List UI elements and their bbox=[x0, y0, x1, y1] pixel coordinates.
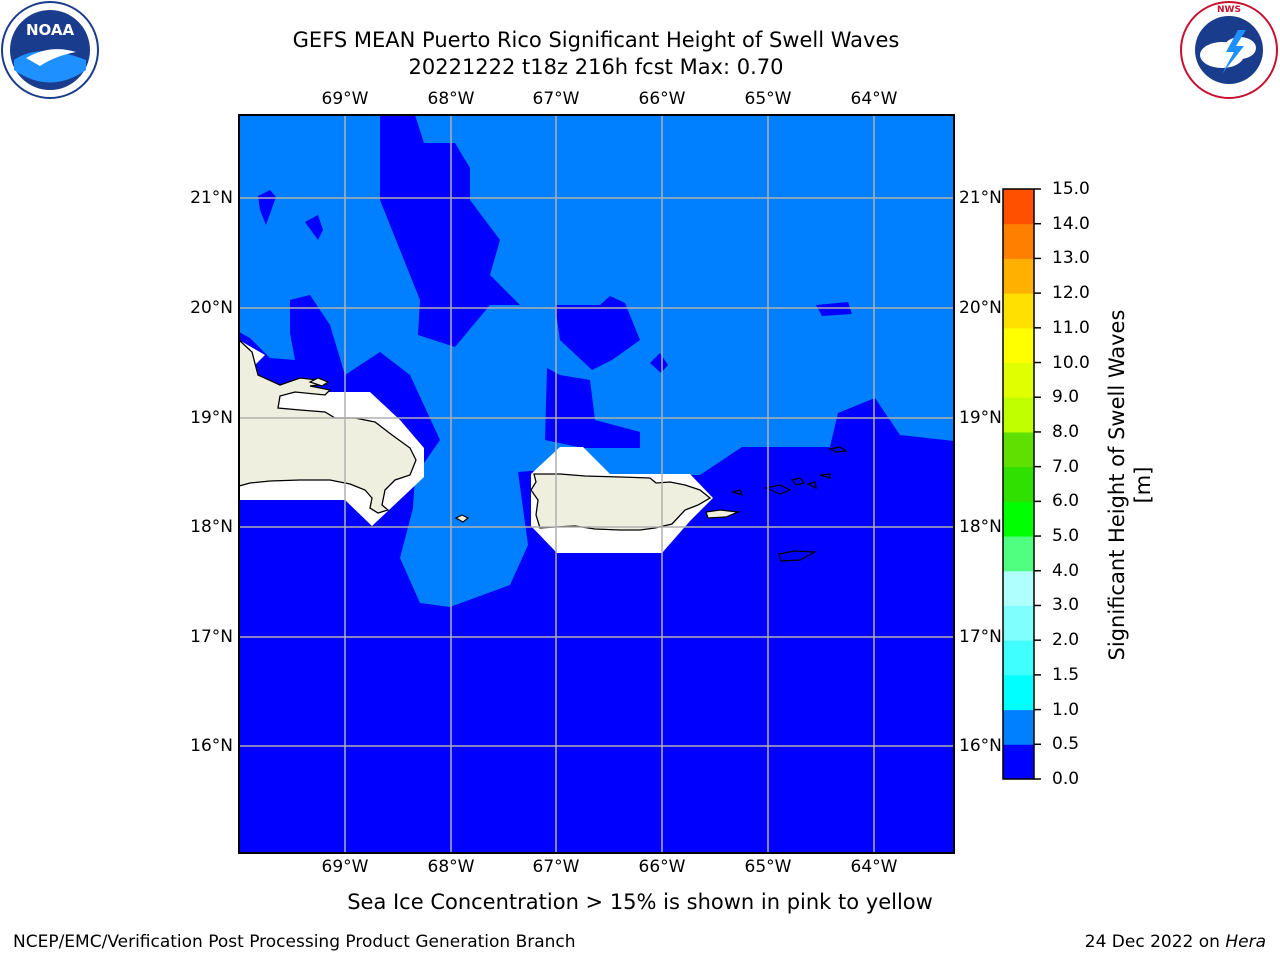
colorbar-tick-label: 4.0 bbox=[1052, 560, 1080, 581]
colorbar-tick-label: 2.0 bbox=[1052, 630, 1080, 651]
colorbar-tick-label: 5.0 bbox=[1052, 526, 1080, 547]
colorbar-tick-label: 9.0 bbox=[1052, 387, 1080, 408]
island-outline bbox=[790, 477, 806, 486]
lon-label-bottom: 68°W bbox=[427, 857, 475, 877]
colorbar-band bbox=[1003, 744, 1034, 780]
puerto-rico-land bbox=[530, 473, 712, 531]
colorbar-band bbox=[1003, 327, 1034, 364]
lon-label-top: 64°W bbox=[850, 89, 898, 109]
lat-label-right: 18°N bbox=[959, 517, 1002, 537]
colorbar-band bbox=[1003, 709, 1034, 745]
sea-ice-note: Sea Ice Concentration > 15% is shown in … bbox=[347, 890, 933, 914]
colorbar-band bbox=[1003, 674, 1034, 711]
colorbar-frame bbox=[1002, 188, 1035, 780]
colorbar-band bbox=[1003, 223, 1034, 259]
lon-label-bottom: 64°W bbox=[850, 857, 898, 877]
colorbar-band bbox=[1003, 189, 1034, 225]
swell-contour-inlet bbox=[816, 302, 852, 316]
colorbar-tick-label: 1.0 bbox=[1052, 699, 1080, 720]
colorbar-tick-label: 15.0 bbox=[1052, 179, 1090, 199]
lat-label-right: 17°N bbox=[959, 627, 1002, 647]
svg-text:NWS: NWS bbox=[1217, 5, 1241, 15]
lon-label-bottom: 69°W bbox=[321, 857, 369, 877]
swell-contour-inlet bbox=[380, 115, 640, 370]
colorbar-tick-label: 0.0 bbox=[1052, 769, 1080, 789]
colorbar-band bbox=[1003, 258, 1034, 294]
island-outline bbox=[705, 509, 741, 519]
swell-contour-inlet bbox=[545, 368, 640, 448]
island-outline bbox=[764, 484, 792, 495]
lat-label-left: 16°N bbox=[190, 736, 233, 756]
lon-label-top: 69°W bbox=[321, 89, 369, 109]
colorbar-tick-label: 0.5 bbox=[1052, 734, 1080, 755]
colorbar-tick-label: 14.0 bbox=[1052, 213, 1090, 234]
colorbar-band bbox=[1003, 536, 1034, 572]
colorbar-ticks bbox=[1034, 188, 1041, 780]
footer-machine: Hera bbox=[1225, 932, 1266, 952]
colorbar-band bbox=[1003, 570, 1034, 606]
lon-label-bottom: 66°W bbox=[638, 857, 686, 877]
colorbar-band bbox=[1003, 293, 1034, 329]
lon-label-top: 66°W bbox=[638, 89, 686, 109]
graticule bbox=[239, 115, 954, 853]
footer-credit: NCEP/EMC/Verification Post Processing Pr… bbox=[13, 932, 576, 952]
island-outline bbox=[778, 550, 818, 562]
colorbar-tick-label: 10.0 bbox=[1052, 352, 1090, 373]
colorbar-band bbox=[1003, 431, 1034, 468]
noaa-logo: NOAA bbox=[1, 1, 99, 99]
lon-label-bottom: 65°W bbox=[744, 857, 792, 877]
colorbar-band bbox=[1003, 362, 1034, 398]
lon-label-bottom: 67°W bbox=[532, 857, 580, 877]
colorbar-band bbox=[1003, 501, 1034, 537]
island-outline bbox=[806, 481, 817, 490]
swell-contour-inlet bbox=[305, 215, 323, 240]
lat-label-right: 16°N bbox=[959, 736, 1002, 756]
colorbar-band bbox=[1003, 466, 1034, 502]
island-outline bbox=[730, 489, 744, 496]
colorbar-tick-label: 1.5 bbox=[1052, 664, 1080, 685]
lon-label-top: 68°W bbox=[427, 89, 475, 109]
lat-label-left: 21°N bbox=[190, 188, 233, 208]
colorbar-tick-label: 11.0 bbox=[1052, 317, 1090, 338]
lat-label-left: 17°N bbox=[190, 627, 233, 647]
colorbar-band bbox=[1003, 605, 1034, 641]
colorbar-tick-label: 7.0 bbox=[1052, 456, 1080, 477]
footer-date: 24 Dec 2022 on Hera bbox=[1085, 932, 1266, 952]
colorbar bbox=[1003, 189, 1034, 780]
map-frame bbox=[238, 114, 955, 854]
lat-label-left: 20°N bbox=[190, 298, 233, 318]
colorbar-tick-label: 13.0 bbox=[1052, 248, 1090, 269]
lat-label-left: 19°N bbox=[190, 408, 233, 428]
island-outline bbox=[828, 446, 848, 453]
colorbar-band bbox=[1003, 397, 1034, 433]
lon-label-top: 67°W bbox=[532, 89, 580, 109]
colorbar-tick-label: 6.0 bbox=[1052, 491, 1080, 512]
lat-label-left: 18°N bbox=[190, 517, 233, 537]
colorbar-tick-label: 12.0 bbox=[1052, 283, 1090, 304]
nws-logo: NWS bbox=[1180, 1, 1278, 99]
lat-label-right: 21°N bbox=[959, 188, 1002, 208]
colorbar-band bbox=[1003, 640, 1034, 676]
island-outline bbox=[819, 473, 831, 479]
colorbar-tick-label: 3.0 bbox=[1052, 595, 1080, 616]
svg-text:NOAA: NOAA bbox=[26, 21, 75, 39]
map-title: GEFS MEAN Puerto Rico Significant Height… bbox=[292, 28, 900, 52]
footer-date-text: 24 Dec 2022 on bbox=[1084, 932, 1220, 952]
colorbar-tick-label: 8.0 bbox=[1052, 421, 1080, 442]
swell-contour-inlet bbox=[650, 353, 668, 373]
lon-label-top: 65°W bbox=[744, 89, 792, 109]
lat-label-right: 20°N bbox=[959, 298, 1002, 318]
lat-label-right: 19°N bbox=[959, 408, 1002, 428]
map-subtitle: 20221222 t18z 216h fcst Max: 0.70 bbox=[408, 55, 784, 79]
colorbar-title: Significant Height of Swell Waves [m] bbox=[1105, 309, 1155, 661]
island-outline bbox=[454, 514, 470, 523]
island-outline bbox=[308, 377, 330, 387]
